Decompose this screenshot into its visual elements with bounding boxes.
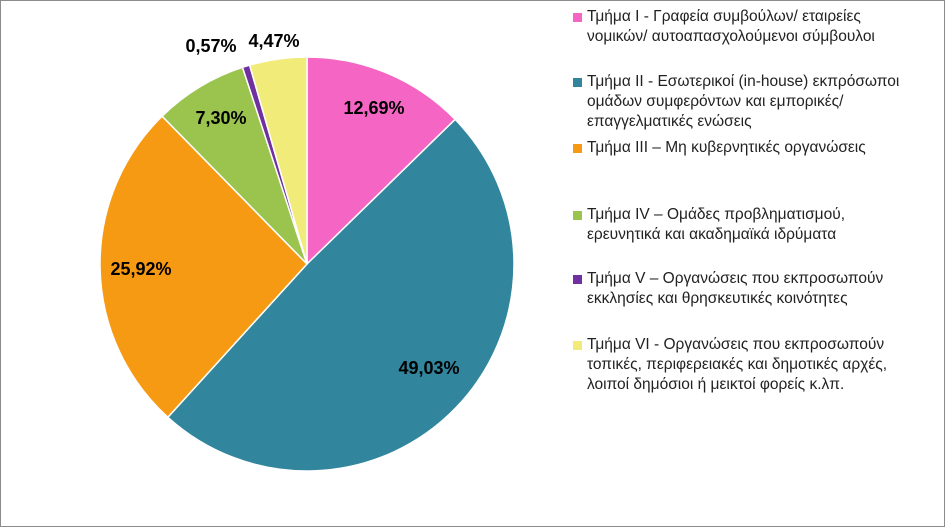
- legend-label-section-6: Τμήμα VI - Οργανώσεις που εκπροσωπούν το…: [587, 336, 888, 393]
- data-label-section-2: 49,03%: [398, 358, 459, 378]
- pie-slice-section-6: [248, 56, 308, 265]
- data-label-section-4: 7,30%: [195, 108, 246, 128]
- data-label-section-1: 12,69%: [343, 98, 404, 118]
- legend-item-section-4: Τμήμα IV – Ομάδες προβληματισμού, ερευνη…: [573, 205, 943, 245]
- legend-label-section-5: Τμήμα V – Οργανώσεις που εκπροσωπούν εκκ…: [587, 270, 884, 307]
- legend-swatch-section-2: [573, 78, 582, 87]
- legend-item-section-1: Τμήμα Ι - Γραφεία συμβούλων/ εταιρείες ν…: [573, 7, 943, 47]
- legend-swatch-section-1: [573, 13, 582, 22]
- legend-item-section-6: Τμήμα VI - Οργανώσεις που εκπροσωπούν το…: [573, 335, 943, 395]
- data-label-section-3: 25,92%: [110, 259, 171, 279]
- legend-swatch-section-6: [573, 341, 582, 350]
- legend-item-section-3: Τμήμα ΙΙΙ – Μη κυβερνητικές οργανώσεις: [573, 138, 943, 158]
- pie-chart: 12,69% 49,03% 25,92% 7,30% 0,57% 4,47%: [99, 31, 515, 472]
- pie-slice-section-2: [166, 118, 515, 472]
- legend-label-section-1: Τμήμα Ι - Γραφεία συμβούλων/ εταιρείες ν…: [587, 8, 875, 45]
- pie-slice-section-3: [99, 115, 309, 419]
- legend-label-section-2: Τμήμα ΙΙ - Εσωτερικοί (in-house) εκπρόσω…: [587, 73, 900, 130]
- legend-item-section-5: Τμήμα V – Οργανώσεις που εκπροσωπούν εκκ…: [573, 269, 943, 309]
- legend-swatch-section-5: [573, 275, 582, 284]
- data-label-section-5: 0,57%: [185, 36, 236, 56]
- legend-label-section-3: Τμήμα ΙΙΙ – Μη κυβερνητικές οργανώσεις: [587, 139, 866, 156]
- legend-item-section-2: Τμήμα ΙΙ - Εσωτερικοί (in-house) εκπρόσω…: [573, 72, 943, 132]
- data-label-section-6: 4,47%: [248, 31, 299, 51]
- legend-swatch-section-4: [573, 211, 582, 220]
- pie-slice-section-1: [306, 56, 457, 266]
- legend-label-section-4: Τμήμα IV – Ομάδες προβληματισμού, ερευνη…: [587, 206, 845, 243]
- legend-swatch-section-3: [573, 144, 582, 153]
